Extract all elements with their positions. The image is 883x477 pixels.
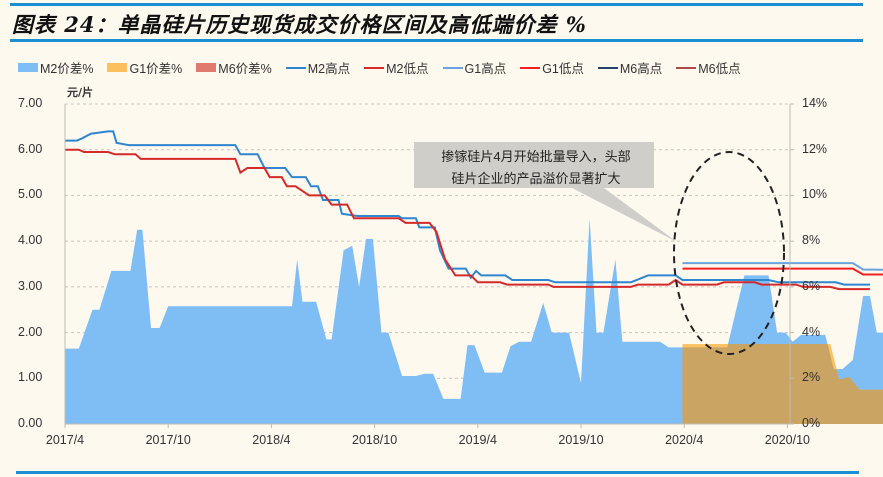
- line-M2高点: [65, 130, 870, 286]
- legend-label: M6高点: [619, 62, 663, 76]
- x-axis-tick: 2018/4: [252, 433, 291, 447]
- axes: [64, 103, 794, 428]
- legend-swatch-line: [285, 66, 306, 69]
- line-G1低点: [682, 267, 883, 276]
- callout-box: [414, 142, 677, 242]
- legend: M2价差% G1价差% M6价差% M2高点 M2低点 G1高点 G1低点 M6高点 M6低点: [18, 58, 755, 77]
- legend-label: G1高点: [464, 62, 507, 76]
- line-series: [65, 130, 883, 291]
- area-M2价差%: [65, 218, 883, 424]
- legend-swatch-line: [364, 66, 385, 69]
- legend-label: M6低点: [698, 62, 741, 76]
- right-axis-tick: 0%: [802, 416, 821, 430]
- x-axis-tick: 2019/10: [558, 433, 604, 447]
- right-axis-tick: 8%: [802, 233, 821, 248]
- callout-line-1: 掺镓硅片4月开始批量导入，头部: [441, 149, 631, 164]
- legend-item: G1高点: [442, 58, 507, 77]
- legend-swatch-line: [520, 66, 541, 69]
- legend-item: M6高点: [597, 58, 663, 77]
- legend-label: M6价差%: [218, 62, 272, 76]
- left-axis-tick: 2.00: [18, 324, 43, 339]
- left-axis-unit: 元/片: [67, 86, 94, 99]
- legend-swatch-line: [597, 66, 618, 69]
- left-axis-tick: 3.00: [18, 278, 43, 293]
- legend-swatch-box: [18, 63, 38, 72]
- legend-swatch-line: [676, 66, 697, 69]
- right-axis-tick: 12%: [802, 141, 828, 156]
- right-axis-tick: 6%: [802, 278, 821, 293]
- x-axis-tick: 2020/10: [764, 433, 810, 447]
- legend-swatch-box: [196, 63, 217, 72]
- x-axis-tick: 2017/4: [45, 433, 85, 447]
- left-axis-tick: 4.00: [18, 233, 43, 248]
- legend-swatch-line: [442, 66, 463, 69]
- right-axis-tick: 2%: [802, 370, 821, 385]
- legend-item: M2价差%: [18, 58, 93, 77]
- legend-label: G1低点: [542, 62, 584, 76]
- right-axis-tick: 4%: [802, 324, 821, 339]
- right-axis-tick: 10%: [802, 187, 828, 202]
- callout-bubble: [414, 142, 677, 242]
- highlight-dashed-ellipse: [673, 151, 785, 355]
- legend-item: M6价差%: [196, 58, 272, 77]
- legend-label: G1价差%: [129, 62, 183, 76]
- left-axis-tick: 5.00: [18, 187, 43, 202]
- area-overlap: [682, 344, 883, 424]
- left-axis-tick: 6.00: [18, 141, 43, 156]
- legend-item: G1价差%: [107, 58, 182, 77]
- x-axis-tick: 2017/10: [145, 433, 191, 447]
- callout-text: 掺镓硅片4月开始批量导入，头部 硅片企业的产品溢价显著扩大: [418, 146, 654, 190]
- title-rule: [10, 39, 863, 42]
- callout-line-2: 硅片企业的产品溢价显著扩大: [451, 171, 621, 186]
- line-M2低点: [65, 148, 870, 291]
- x-axis-tick: 2020/4: [665, 433, 704, 447]
- area-series: [65, 218, 883, 424]
- left-axis-tick: 7.00: [18, 96, 43, 110]
- right-axis-tick: 14%: [802, 96, 828, 110]
- legend-label: M2低点: [386, 62, 429, 76]
- top-rule: [10, 3, 863, 6]
- legend-swatch-box: [107, 63, 128, 72]
- x-axis-tick: 2019/4: [458, 433, 497, 447]
- chart-title: 图表 24：单晶硅片历史现货成交价格区间及高低端价差 %: [12, 12, 587, 37]
- legend-label: M2高点: [307, 62, 351, 76]
- x-axis-tick: 2018/10: [352, 433, 398, 447]
- legend-item: M6低点: [676, 58, 741, 77]
- legend-item: G1低点: [520, 58, 584, 77]
- legend-item: M2高点: [285, 58, 351, 77]
- bottom-rule: [16, 471, 859, 474]
- left-axis-tick: 1.00: [18, 370, 43, 385]
- left-axis-tick: 0.00: [18, 416, 43, 430]
- legend-item: M2低点: [364, 58, 429, 77]
- legend-label: M2价差%: [40, 62, 94, 76]
